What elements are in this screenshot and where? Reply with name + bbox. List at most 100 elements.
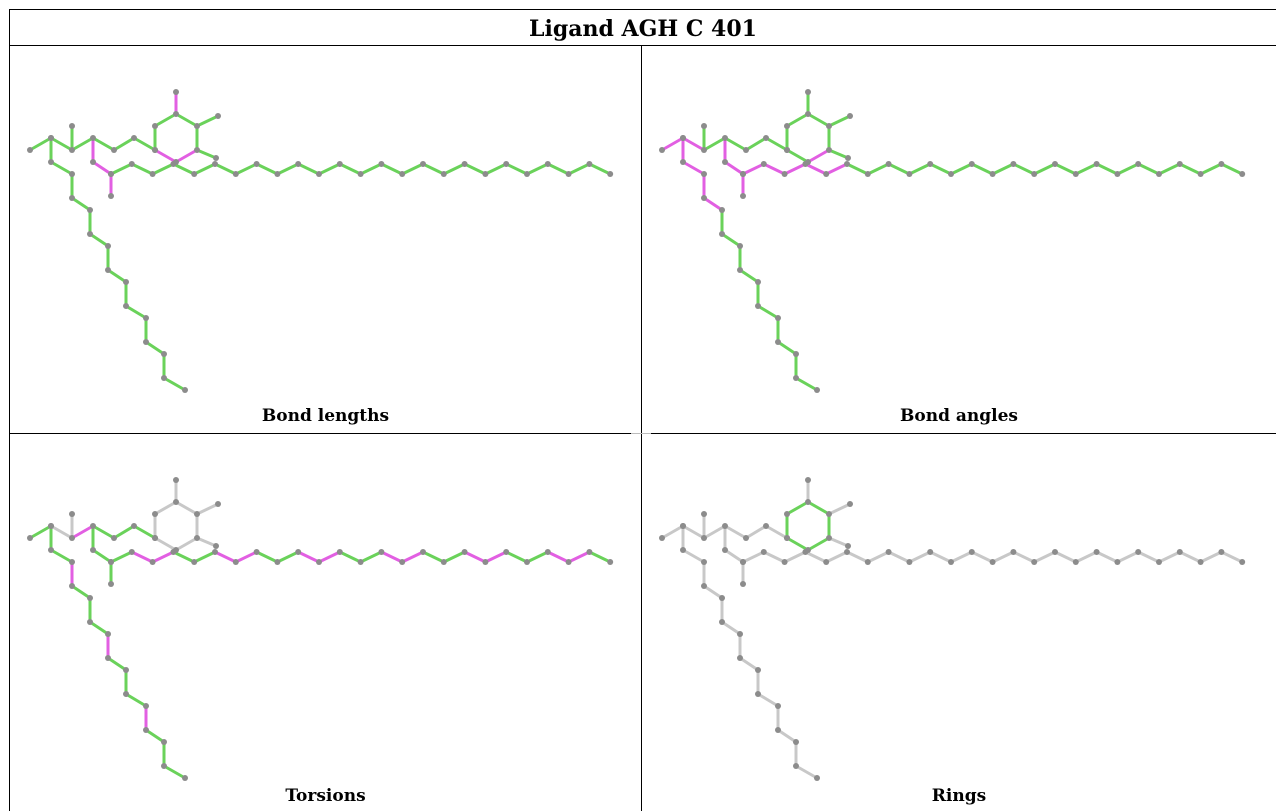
linker-bond bbox=[112, 136, 136, 152]
atom bbox=[823, 559, 830, 565]
ring-bond bbox=[785, 500, 810, 516]
atom bbox=[814, 775, 820, 781]
junction-bond bbox=[28, 524, 53, 540]
atom bbox=[1239, 559, 1246, 565]
chain-bond bbox=[776, 340, 798, 356]
atom bbox=[191, 559, 198, 565]
atom bbox=[48, 547, 54, 553]
atom bbox=[1052, 161, 1058, 167]
atom bbox=[864, 171, 871, 177]
atom bbox=[740, 559, 746, 565]
ring-bond bbox=[785, 536, 810, 552]
atom bbox=[847, 501, 853, 507]
atom bbox=[844, 161, 850, 167]
atom bbox=[701, 171, 707, 177]
chain-bond bbox=[738, 268, 760, 284]
atom bbox=[802, 549, 809, 555]
atom bbox=[316, 559, 322, 565]
atom bbox=[989, 171, 996, 177]
atom bbox=[927, 161, 934, 167]
chain-bond bbox=[106, 656, 128, 672]
atom bbox=[701, 559, 707, 565]
atom bbox=[105, 267, 111, 273]
chain-bond bbox=[783, 550, 807, 564]
atom bbox=[173, 89, 179, 95]
chain-bond bbox=[379, 550, 404, 564]
atom bbox=[948, 559, 954, 565]
chain-bond bbox=[275, 550, 300, 564]
atom bbox=[844, 549, 850, 555]
molecule-diagram-torsions bbox=[27, 477, 614, 781]
atom bbox=[793, 375, 799, 381]
atom bbox=[755, 279, 761, 285]
atom bbox=[701, 535, 707, 541]
atom bbox=[128, 161, 135, 167]
atom bbox=[659, 147, 665, 153]
atom bbox=[253, 549, 260, 555]
atom bbox=[906, 559, 913, 565]
atom bbox=[1114, 171, 1121, 177]
chain-bond bbox=[1074, 162, 1099, 176]
chain-bond bbox=[1053, 162, 1078, 176]
chain-bond bbox=[1199, 550, 1223, 564]
atom bbox=[48, 135, 54, 141]
atom bbox=[524, 171, 530, 177]
validation-figure: Ligand AGH C 401 Bond lengths Bond angle… bbox=[9, 9, 1276, 811]
atom bbox=[885, 549, 892, 555]
atom bbox=[274, 171, 281, 177]
linker-bond bbox=[723, 524, 748, 540]
ring-bond bbox=[174, 536, 199, 552]
atom bbox=[1010, 161, 1017, 167]
chain-bond bbox=[1115, 550, 1140, 564]
atom bbox=[740, 171, 746, 177]
atom bbox=[1114, 559, 1121, 565]
atom bbox=[149, 171, 156, 177]
atom bbox=[737, 631, 743, 637]
chain-bond bbox=[70, 584, 92, 600]
chain-bond bbox=[907, 550, 932, 564]
chain-bond bbox=[171, 162, 196, 176]
chain-bond bbox=[1219, 550, 1244, 564]
atom bbox=[760, 549, 767, 555]
atom bbox=[805, 477, 811, 483]
chain-bond bbox=[130, 162, 155, 176]
atom bbox=[1156, 171, 1162, 177]
chain-bond bbox=[702, 196, 724, 212]
linker-bond bbox=[702, 136, 727, 152]
chain-bond bbox=[949, 550, 974, 564]
atom bbox=[524, 559, 530, 565]
atom bbox=[131, 135, 137, 141]
atom bbox=[378, 549, 385, 555]
chain-bond bbox=[1115, 162, 1140, 176]
atom bbox=[69, 559, 75, 565]
chain-bond bbox=[525, 550, 550, 564]
chain-bond bbox=[845, 162, 870, 176]
chain-bond bbox=[255, 162, 279, 176]
atom bbox=[927, 549, 934, 555]
atom bbox=[1218, 549, 1225, 555]
chain-bond bbox=[296, 550, 321, 564]
atom bbox=[295, 161, 302, 167]
chain-bond bbox=[1095, 162, 1119, 176]
atom bbox=[69, 583, 75, 589]
chain-bond bbox=[317, 162, 342, 176]
atom bbox=[215, 501, 221, 507]
chain-bond bbox=[296, 162, 321, 176]
chain-bond bbox=[738, 656, 760, 672]
junction-bond bbox=[49, 524, 74, 540]
atom bbox=[232, 171, 239, 177]
atom bbox=[69, 171, 75, 177]
chain-bond bbox=[88, 232, 110, 248]
chain-bond bbox=[144, 728, 166, 744]
table-border-middle bbox=[641, 45, 642, 811]
chain-bond bbox=[421, 550, 446, 564]
atom bbox=[90, 547, 96, 553]
chain-bond bbox=[317, 550, 342, 564]
atom bbox=[565, 559, 572, 565]
chain-bond bbox=[171, 550, 196, 564]
atom bbox=[1135, 161, 1142, 167]
atom bbox=[194, 147, 200, 153]
atom bbox=[69, 195, 75, 201]
atom bbox=[968, 549, 975, 555]
ring-bond bbox=[153, 112, 178, 128]
